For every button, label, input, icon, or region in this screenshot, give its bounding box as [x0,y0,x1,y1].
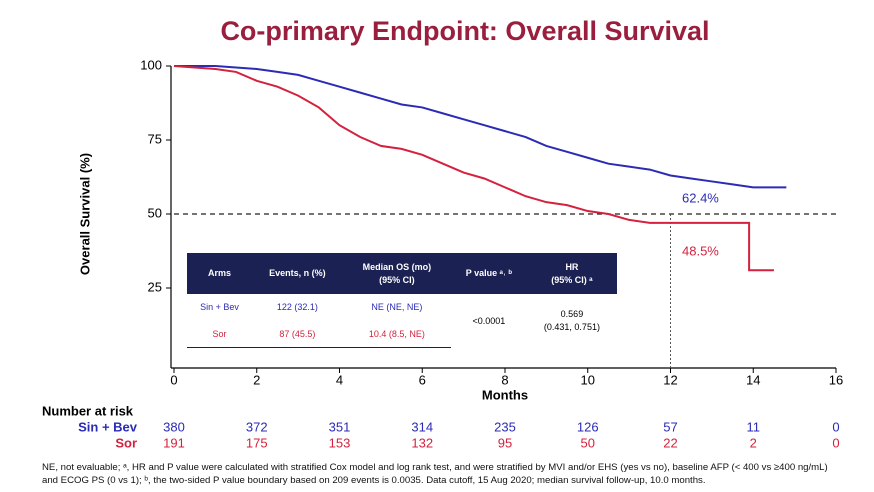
y-tick-label: 75 [148,131,162,146]
table-cell: <0.0001 [450,294,527,348]
table-row: Sor 87 (45.5) 10.4 (8.5, NE) [187,320,617,349]
header-text: Median OS (mo) [362,262,432,272]
y-tick-label: 50 [148,205,162,220]
y-tick-label: 25 [148,279,162,294]
risk-value: 314 [411,419,433,434]
cell-text: Sor [212,328,227,339]
cell-text: 122 (32.1) [276,302,318,313]
risk-value: 175 [246,435,268,450]
risk-value: 22 [663,435,677,450]
header-text: Events, n (%) [269,268,326,279]
y-axis-label: Overall Survival (%) [77,153,92,275]
cell-text: 10.4 (8.5, NE) [368,328,425,339]
cell-text: 87 (45.5) [279,328,316,339]
header-text: (95% CI) [379,274,415,285]
header-text: Arms [208,268,232,279]
risk-value: 191 [163,435,185,450]
risk-value: 380 [163,419,185,434]
table-cell: Sin + Bev [187,294,253,321]
x-axis-label: Months [482,387,528,402]
x-tick-label: 4 [336,372,343,387]
summary-table: Arms Events, n (%) Median OS (mo) (95% CI) P… [187,253,617,349]
risk-value: 11 [747,419,761,434]
risk-row-name: Sor [115,435,137,450]
x-tick-label: 6 [419,372,426,387]
header-cell: Events, n (%) [252,253,343,295]
table-cell: NE (NE, NE) [342,294,451,321]
risk-value: 0 [832,435,839,450]
risk-value: 126 [577,419,599,434]
x-tick-label: 10 [581,372,595,387]
table-row: Sin + Bev 122 (32.1) NE (NE, NE) <0.0001 0.5… [187,294,617,348]
header-text: (95% CI) ᵃ [551,274,593,285]
header-cell: P value ᵃ˒ ᵇ [450,253,527,295]
table-cell: 122 (32.1) [252,294,343,321]
header-text: HR [565,262,579,272]
end-label: 62.4% [682,190,719,205]
header-cell: Median OS (mo) (95% CI) [342,253,451,295]
risk-value: 351 [329,419,351,434]
x-tick-label: 8 [501,372,508,387]
risk-value: 57 [663,419,677,434]
risk-value: 132 [411,435,433,450]
end-label: 48.5% [682,243,719,258]
risk-value: 235 [494,419,516,434]
survival-curve [174,65,787,189]
x-tick-label: 12 [663,372,677,387]
table-cell: 10.4 (8.5, NE) [342,320,451,349]
header-cell: HR (95% CI) ᵃ [526,253,617,295]
cell-text: NE (NE, NE) [371,302,423,313]
table-cell: 0.569 (0.431, 0.751) [526,294,617,348]
cell-text: 0.569 [560,309,584,320]
survival-curve [173,65,774,272]
x-tick-label: 14 [746,372,760,387]
header-cell: Arms [187,253,253,295]
risk-value: 50 [581,435,595,450]
risk-value: 2 [750,435,757,450]
x-tick-label: 2 [253,372,260,387]
risk-row-name: Sin + Bev [78,419,138,434]
risk-value: 0 [832,419,839,434]
footnote: NE, not evaluable; ᵃ, HR and P value wer… [42,461,872,487]
risk-value: 153 [329,435,351,450]
header-text: P value ᵃ˒ ᵇ [465,268,513,279]
cell-text: <0.0001 [472,315,506,326]
risk-value: 95 [498,435,512,450]
x-tick-label: 0 [170,372,177,387]
risk-title: Number at risk [42,403,134,418]
x-tick-label: 16 [829,372,843,387]
chart-title: Co-primary Endpoint: Overall Survival [220,16,709,46]
table-cell: Sor [187,320,253,349]
footnote-line: and ECOG PS (0 vs 1); ᵇ, the two-sided P… [42,475,706,486]
footnote-line: NE, not evaluable; ᵃ, HR and P value wer… [42,462,828,473]
cell-text: Sin + Bev [200,302,239,313]
header-row: Arms Events, n (%) Median OS (mo) (95% CI) P… [187,253,617,295]
y-tick-label: 100 [140,57,162,72]
cell-text: (0.431, 0.751) [543,322,600,333]
risk-value: 372 [246,419,268,434]
table-cell: 87 (45.5) [252,320,343,349]
